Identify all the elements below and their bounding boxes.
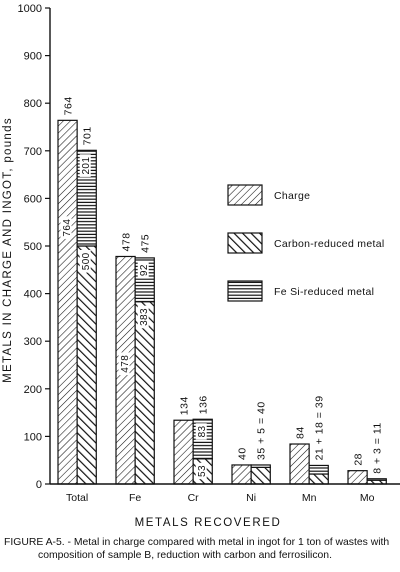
charge-top-label: 134	[179, 396, 191, 415]
fesi-inner-label-text: 201	[81, 157, 92, 175]
figure-caption: FIGURE A-5. - Metal in charge compared w…	[4, 536, 396, 562]
ingot-top-label: 701	[82, 126, 94, 145]
y-tick-label: 800	[24, 98, 42, 110]
ingot-top-label: 35 + 5 = 40	[256, 401, 268, 460]
y-axis: 0 100 200 300 400 500 600 700 800 900 1000	[18, 3, 51, 491]
legend-swatch	[227, 232, 263, 254]
bar-fesi-mn	[308, 464, 329, 475]
legend-label: Charge	[274, 190, 310, 202]
bar-charge-cr	[173, 419, 194, 485]
y-tick-label: 0	[36, 479, 42, 491]
bar-charge-total	[57, 119, 78, 485]
fesi-inner-label-text: 92	[139, 264, 150, 276]
legend-label: Carbon-reduced metal	[274, 238, 384, 250]
x-axis-title: METALS RECOVERED	[135, 517, 282, 529]
ingot-top-label: 8 + 3 = 11	[372, 422, 384, 474]
carbon-inner-label-text: 383	[139, 308, 150, 326]
charge-inner-label: 478	[118, 352, 131, 376]
fesi-inner-label-bg	[137, 261, 149, 279]
bar-carbon-fe	[134, 301, 155, 485]
x-tick-label: Total	[66, 492, 88, 504]
bar-carbon-ni	[250, 466, 271, 485]
charge-top-label: 84	[295, 426, 307, 439]
y-tick-label: 300	[24, 336, 42, 348]
legend-swatch	[227, 184, 263, 206]
carbon-inner-label-bg	[79, 249, 91, 273]
fesi-inner-label: 83	[195, 423, 208, 440]
y-tick-label: 400	[24, 289, 42, 301]
charge-inner-label-text: 478	[120, 355, 131, 373]
ingot-top-label: 21 + 18 = 39	[314, 395, 326, 460]
y-axis-title: METALS IN CHARGE AND INGOT, pounds	[2, 117, 14, 383]
bar-fesi-mo	[366, 478, 387, 481]
charge-top-label: 28	[353, 453, 365, 466]
y-tick-label: 1000	[18, 3, 42, 15]
charge-top-label: 478	[121, 232, 133, 251]
carbon-inner-label-text: 500	[81, 252, 92, 270]
y-tick-label: 500	[24, 241, 42, 253]
x-tick-label: Mo	[360, 492, 375, 504]
legend-swatch	[227, 280, 263, 302]
bar-fesi-ni	[250, 464, 271, 468]
charge-top-label: 40	[237, 447, 249, 460]
charge-inner-label-bg	[118, 352, 130, 376]
charge-inner-label: 764	[60, 216, 73, 239]
y-tick-label: 900	[24, 51, 42, 63]
fesi-inner-label-bg	[79, 154, 91, 177]
x-axis: Total Fe Cr Ni Mn Mo	[50, 483, 400, 504]
y-tick-label: 700	[24, 146, 42, 158]
carbon-inner-label: 383	[137, 305, 150, 329]
bar-carbon-mn	[308, 473, 329, 485]
y-tick-label: 100	[24, 431, 42, 443]
ingot-top-label: 136	[198, 395, 210, 414]
fesi-inner-label: 92	[137, 261, 150, 279]
x-tick-label: Ni	[246, 492, 256, 504]
charge-inner-label-text: 764	[62, 219, 73, 237]
carbon-inner-label-text: 53	[197, 465, 208, 477]
ingot-top-label: 475	[140, 234, 152, 253]
carbon-inner-label-bg	[195, 462, 207, 480]
caption-line-2: composition of sample B, reduction with …	[38, 550, 332, 561]
bars: 764 701 764 500 201 478 475 478 383 92 134 136 53 83 4…	[57, 96, 387, 485]
carbon-inner-label: 500	[79, 249, 92, 273]
caption-line-1: FIGURE A-5. - Metal in charge compared w…	[4, 537, 390, 548]
carbon-inner-label-bg	[137, 305, 149, 329]
bar-charge-mo	[347, 470, 368, 485]
x-tick-label: Mn	[302, 492, 317, 504]
bar-charge-mn	[289, 443, 310, 485]
fesi-inner-label: 201	[79, 154, 92, 177]
carbon-inner-label: 53	[195, 462, 208, 480]
y-tick-label: 200	[24, 384, 42, 396]
bar-charge-ni	[231, 464, 252, 485]
fesi-inner-label-bg	[195, 423, 207, 440]
bar-carbon-total	[76, 245, 97, 485]
y-tick-label: 600	[24, 193, 42, 205]
legend-label: Fe Si-reduced metal	[274, 286, 374, 298]
charge-top-label: 764	[63, 96, 75, 115]
x-tick-label: Fe	[129, 492, 141, 504]
charge-inner-label-bg	[60, 216, 72, 239]
x-tick-label: Cr	[188, 492, 200, 504]
legend: Charge Carbon-reduced metal Fe Si-reduced …	[227, 184, 384, 302]
fesi-inner-label-text: 83	[197, 425, 208, 437]
